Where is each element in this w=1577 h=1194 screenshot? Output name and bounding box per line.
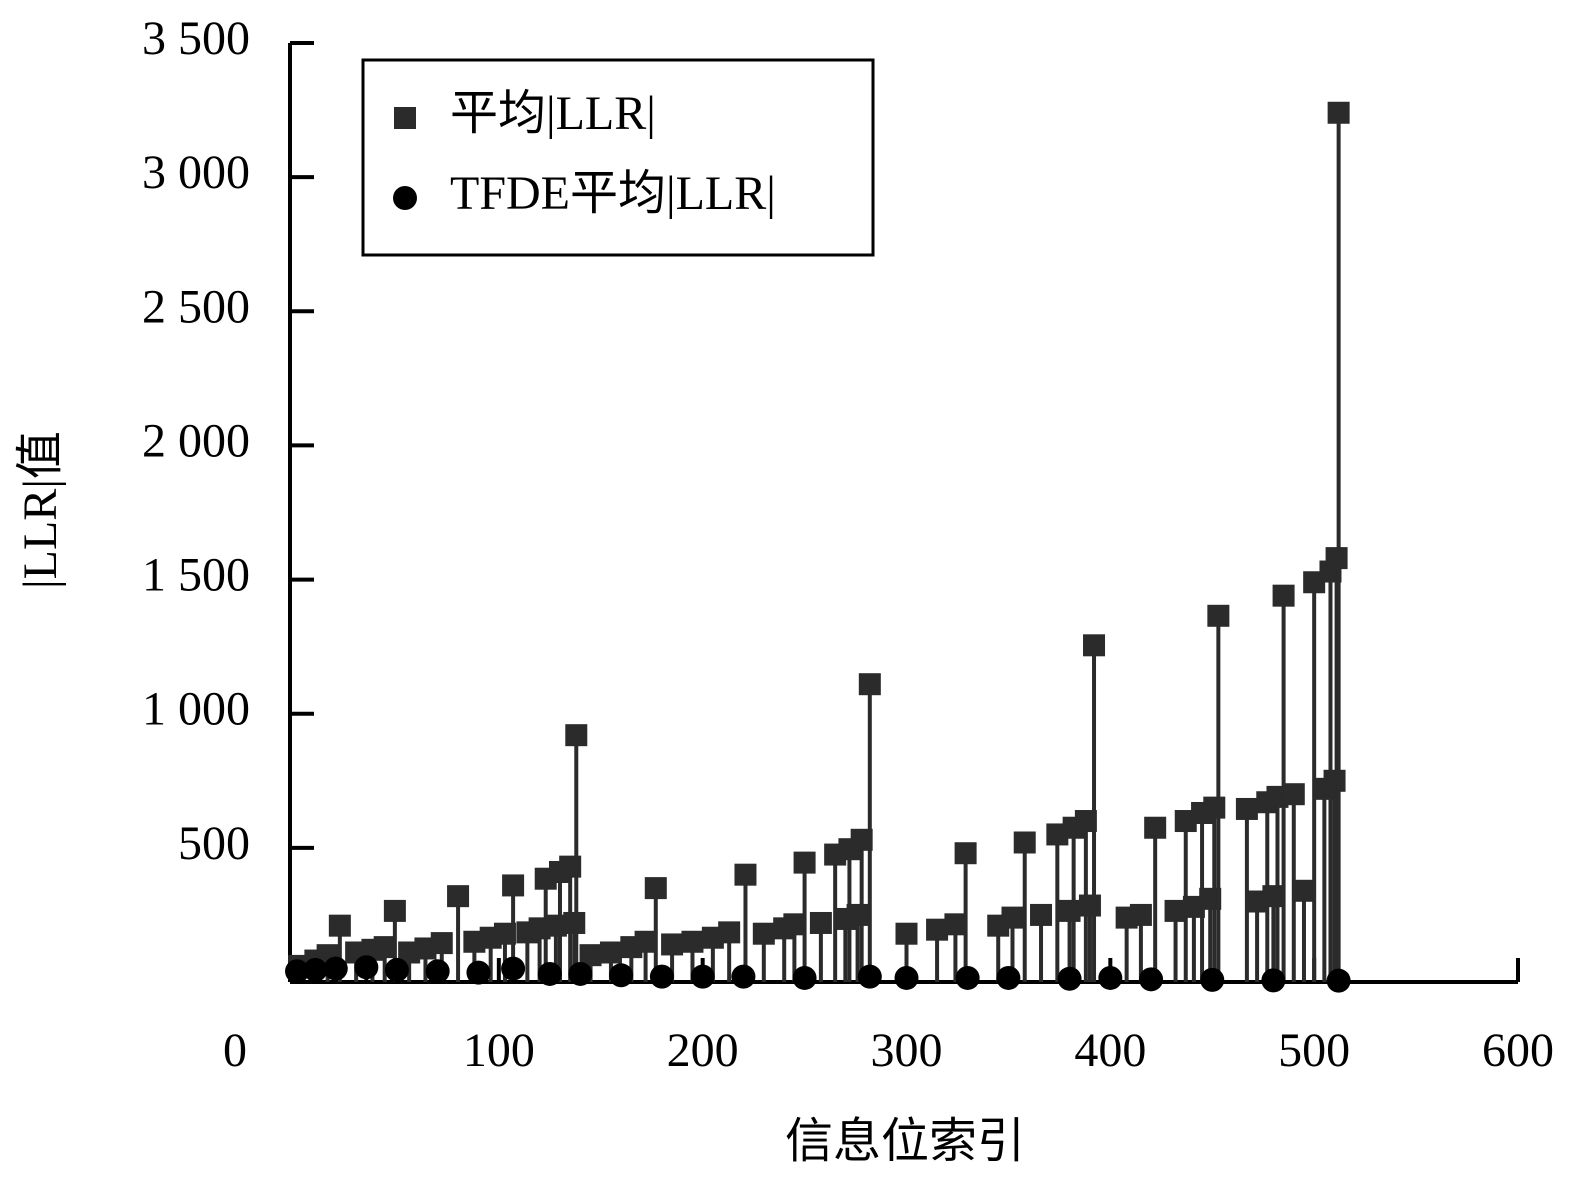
square-marker	[599, 941, 622, 964]
circle-marker	[501, 956, 526, 981]
square-marker	[373, 936, 396, 959]
square-marker	[1001, 906, 1024, 929]
y-axis-label: |LLR|值	[14, 431, 67, 589]
square-marker	[502, 874, 525, 897]
circle-marker	[537, 961, 562, 986]
y-tick-label: 500	[178, 817, 250, 870]
square-marker	[563, 911, 586, 934]
legend-box	[361, 58, 875, 257]
circle-marker	[1057, 966, 1082, 991]
x-tick-label: 200	[667, 1024, 739, 1077]
square-marker	[1323, 769, 1346, 792]
square-marker	[1327, 101, 1350, 124]
square-marker	[752, 922, 775, 945]
circle-marker	[1200, 967, 1225, 992]
circle-marker	[425, 959, 450, 984]
square-marker	[644, 877, 667, 900]
x-axis-label: 信息位索引	[785, 1115, 1025, 1168]
square-marker	[846, 903, 869, 926]
square-marker	[1144, 816, 1167, 839]
x-tick-label: 100	[463, 1024, 535, 1077]
square-marker	[1292, 879, 1315, 902]
circle-marker	[303, 957, 328, 982]
legend: 平均|LLR| TFDE平均|LLR|	[393, 87, 776, 220]
square-marker	[383, 899, 406, 922]
square-marker	[926, 918, 949, 941]
square-marker	[579, 944, 602, 967]
square-marker	[1282, 783, 1305, 806]
square-marker	[1272, 584, 1295, 607]
x-tick-label: 300	[871, 1024, 943, 1077]
circle-marker	[393, 186, 417, 210]
square-marker	[858, 673, 881, 696]
square-marker	[734, 863, 757, 886]
square-marker	[1058, 899, 1081, 922]
circle-marker	[1261, 968, 1286, 993]
square-marker	[850, 828, 873, 851]
circle-marker	[690, 964, 715, 989]
legend-label: 平均|LLR|	[450, 87, 656, 140]
legend-label: TFDE平均|LLR|	[450, 167, 776, 220]
x-tick-label: 600	[1482, 1024, 1554, 1077]
square-marker	[718, 921, 741, 944]
square-marker	[1078, 894, 1101, 917]
y-tick-label: 2 500	[142, 280, 250, 333]
square-marker	[328, 914, 351, 937]
square-marker	[681, 930, 704, 953]
x-tick-label: 400	[1074, 1024, 1146, 1077]
circle-marker	[731, 964, 756, 989]
square-marker	[1083, 634, 1106, 657]
circle-marker	[285, 959, 310, 984]
square-marker	[1207, 604, 1230, 627]
circle-marker	[323, 956, 348, 981]
square-marker	[1030, 903, 1053, 926]
square-marker	[793, 851, 816, 874]
x-tick-label: 500	[1278, 1024, 1350, 1077]
circle-marker	[649, 964, 674, 989]
circle-marker	[354, 955, 379, 980]
circle-marker	[792, 965, 817, 990]
circle-marker	[568, 961, 593, 986]
circle-marker	[955, 965, 980, 990]
circle-marker	[857, 964, 882, 989]
circle-marker	[609, 963, 634, 988]
square-marker	[1013, 831, 1036, 854]
square-marker	[954, 842, 977, 865]
square-marker	[447, 885, 470, 908]
square-marker	[1129, 903, 1152, 926]
circle-marker	[466, 960, 491, 985]
square-marker	[565, 724, 588, 747]
y-tick-label: 3 500	[142, 12, 250, 65]
square-marker	[1262, 885, 1285, 908]
square-marker	[1074, 810, 1097, 833]
circle-marker	[1326, 968, 1351, 993]
square-marker	[1164, 899, 1187, 922]
square-marker	[895, 922, 918, 945]
square-marker	[1325, 547, 1348, 570]
plot-area: 500 1 000 1 500 2 000 2 500 3 000 3 500 0 100 200…	[142, 12, 1554, 1077]
y-tick-label: 1 500	[142, 549, 250, 602]
circle-marker	[1139, 967, 1164, 992]
square-marker	[1235, 797, 1258, 820]
square-marker	[661, 933, 684, 956]
circle-marker	[1098, 965, 1123, 990]
x-tick-label: 0	[223, 1024, 247, 1077]
y-tick-label: 1 000	[142, 683, 250, 736]
y-tick-label: 2 000	[142, 414, 250, 467]
square-marker	[1203, 796, 1226, 819]
square-marker	[493, 922, 516, 945]
square-marker	[783, 913, 806, 936]
square-marker	[394, 107, 416, 129]
square-marker	[944, 913, 967, 936]
square-marker	[634, 930, 657, 953]
square-marker	[430, 932, 453, 955]
y-tick-label: 3 000	[142, 146, 250, 199]
circle-marker	[384, 957, 409, 982]
circle-marker	[996, 965, 1021, 990]
square-marker	[809, 911, 832, 934]
circle-marker	[894, 965, 919, 990]
